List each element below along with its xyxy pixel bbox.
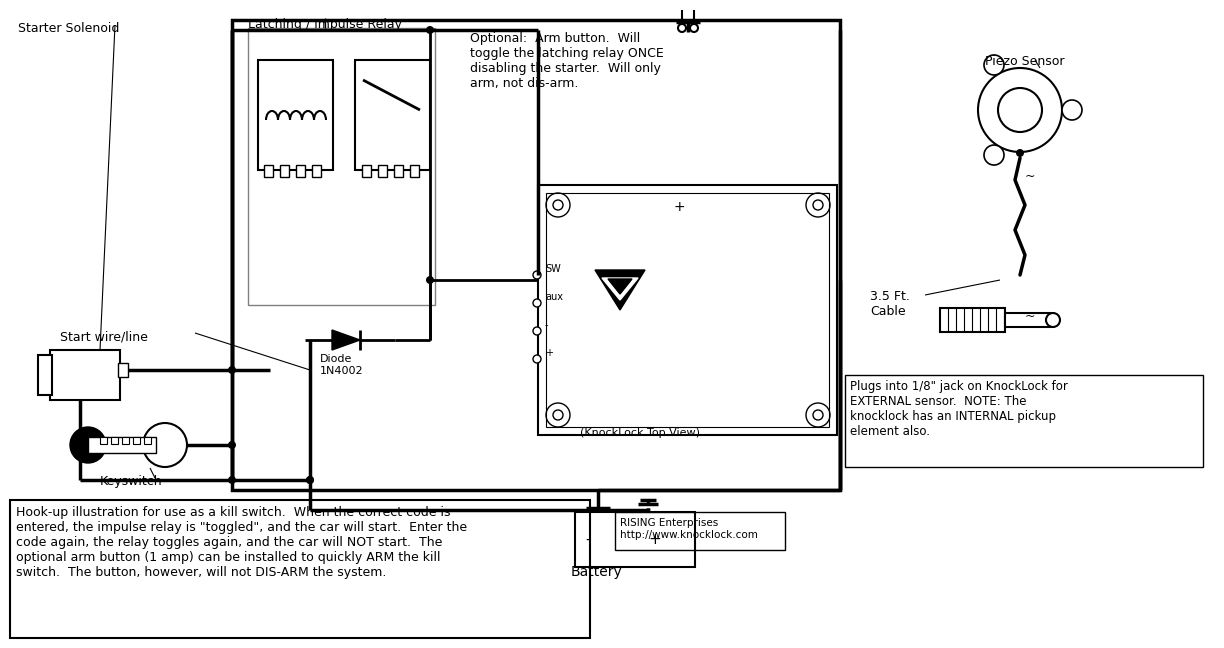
Text: Piezo Sensor: Piezo Sensor (985, 55, 1065, 68)
Circle shape (228, 366, 236, 374)
Polygon shape (608, 279, 632, 294)
Bar (122, 437, 129, 444)
Bar (355, 60, 430, 170)
Bar (99, 440, 104, 448)
Text: Diode
1N4002: Diode 1N4002 (319, 354, 364, 376)
Bar (845, 375, 1203, 467)
Circle shape (228, 476, 236, 484)
Text: +: + (545, 348, 553, 358)
Bar (50, 350, 120, 400)
Bar (133, 437, 140, 444)
Circle shape (426, 276, 435, 284)
Bar (233, 20, 840, 490)
Text: 3.5 Ft.
Cable: 3.5 Ft. Cable (870, 290, 909, 318)
Bar (410, 165, 419, 177)
Circle shape (143, 423, 187, 467)
Bar (106, 440, 113, 448)
Text: Starter Solenoid: Starter Solenoid (18, 22, 120, 35)
Bar (10, 500, 590, 638)
Bar (1005, 313, 1050, 327)
Text: -: - (585, 532, 591, 547)
Circle shape (532, 355, 541, 363)
Circle shape (228, 441, 236, 449)
Circle shape (978, 68, 1062, 152)
Circle shape (984, 145, 1004, 165)
Text: Battery: Battery (572, 565, 623, 579)
Bar (100, 437, 106, 444)
Bar (546, 193, 829, 427)
Text: SW: SW (545, 264, 561, 274)
Text: -: - (545, 320, 548, 330)
Bar (378, 165, 387, 177)
Circle shape (984, 55, 1004, 75)
Bar (394, 165, 403, 177)
Bar (115, 440, 120, 448)
Circle shape (426, 26, 435, 34)
Bar (38, 355, 51, 395)
Polygon shape (332, 330, 360, 350)
Bar (362, 165, 371, 177)
Bar (575, 512, 695, 567)
Bar (312, 165, 321, 177)
Bar (83, 440, 88, 448)
Circle shape (70, 427, 106, 463)
Circle shape (306, 476, 315, 484)
Bar (118, 363, 129, 377)
Bar (111, 437, 118, 444)
Bar (144, 437, 151, 444)
Circle shape (998, 88, 1042, 132)
Bar (75, 440, 80, 448)
Bar (539, 185, 837, 435)
Text: RISING Enterprises
http://www.knocklock.com: RISING Enterprises http://www.knocklock.… (621, 518, 758, 540)
Text: Plugs into 1/8" jack on KnockLock for
EXTERNAL sensor.  NOTE: The
knocklock has : Plugs into 1/8" jack on KnockLock for EX… (849, 380, 1067, 438)
Text: Start wire/line: Start wire/line (60, 330, 148, 343)
Polygon shape (602, 278, 638, 300)
Circle shape (532, 327, 541, 335)
Text: Latching / Impulse Relay: Latching / Impulse Relay (248, 18, 401, 31)
Circle shape (1047, 313, 1060, 327)
Text: (KnockLock Top View): (KnockLock Top View) (580, 428, 700, 438)
Circle shape (1016, 149, 1024, 157)
Bar (614, 512, 785, 550)
Text: Keyswitch: Keyswitch (100, 475, 163, 488)
Circle shape (1062, 100, 1082, 120)
Bar (940, 308, 1005, 332)
Text: aux: aux (545, 292, 563, 302)
Text: Hook-up illustration for use as a kill switch.  When the correct code is
entered: Hook-up illustration for use as a kill s… (16, 506, 468, 579)
Bar (280, 165, 289, 177)
Text: +: + (649, 532, 661, 547)
Bar (88, 437, 155, 453)
Bar (258, 60, 333, 170)
Text: +: + (673, 200, 684, 214)
Circle shape (532, 299, 541, 307)
Bar (91, 440, 95, 448)
Text: ~: ~ (1024, 310, 1036, 323)
Bar (264, 165, 273, 177)
Polygon shape (595, 270, 645, 310)
Text: ~: ~ (1024, 170, 1036, 183)
Bar (248, 28, 435, 305)
Bar (296, 165, 305, 177)
Circle shape (532, 271, 541, 279)
Text: Optional:  Arm button.  Will
toggle the latching relay ONCE
disabling the starte: Optional: Arm button. Will toggle the la… (470, 32, 663, 90)
Circle shape (306, 476, 315, 484)
